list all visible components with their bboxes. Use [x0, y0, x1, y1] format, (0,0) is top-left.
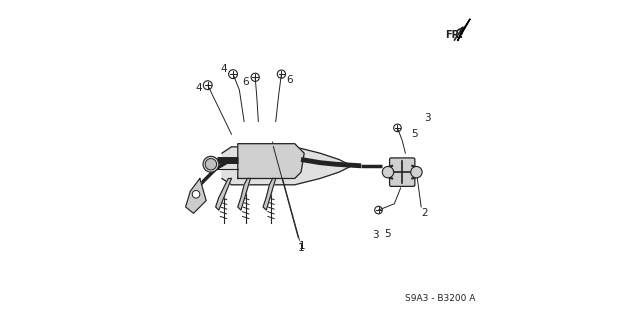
Text: 3: 3 [372, 230, 379, 241]
Text: 1: 1 [300, 241, 306, 251]
Text: 2: 2 [421, 208, 428, 218]
Polygon shape [263, 178, 276, 210]
Polygon shape [186, 178, 206, 213]
Text: 5: 5 [385, 229, 391, 239]
Circle shape [411, 167, 422, 178]
Polygon shape [222, 147, 351, 185]
Text: FR.: FR. [445, 30, 463, 40]
Text: 6: 6 [243, 77, 249, 87]
Text: 3: 3 [424, 113, 431, 123]
Polygon shape [238, 178, 250, 210]
FancyBboxPatch shape [390, 158, 415, 186]
Circle shape [192, 190, 200, 198]
Text: 5: 5 [412, 129, 418, 139]
Polygon shape [238, 144, 304, 178]
Polygon shape [458, 19, 470, 41]
Polygon shape [216, 178, 232, 210]
Text: 4: 4 [220, 64, 227, 74]
Text: S9A3 - B3200 A: S9A3 - B3200 A [405, 294, 476, 303]
Text: 4: 4 [195, 83, 202, 93]
Text: 1: 1 [273, 146, 305, 253]
Text: 6: 6 [287, 76, 293, 85]
Circle shape [382, 167, 394, 178]
Circle shape [205, 159, 216, 170]
Circle shape [203, 156, 219, 172]
